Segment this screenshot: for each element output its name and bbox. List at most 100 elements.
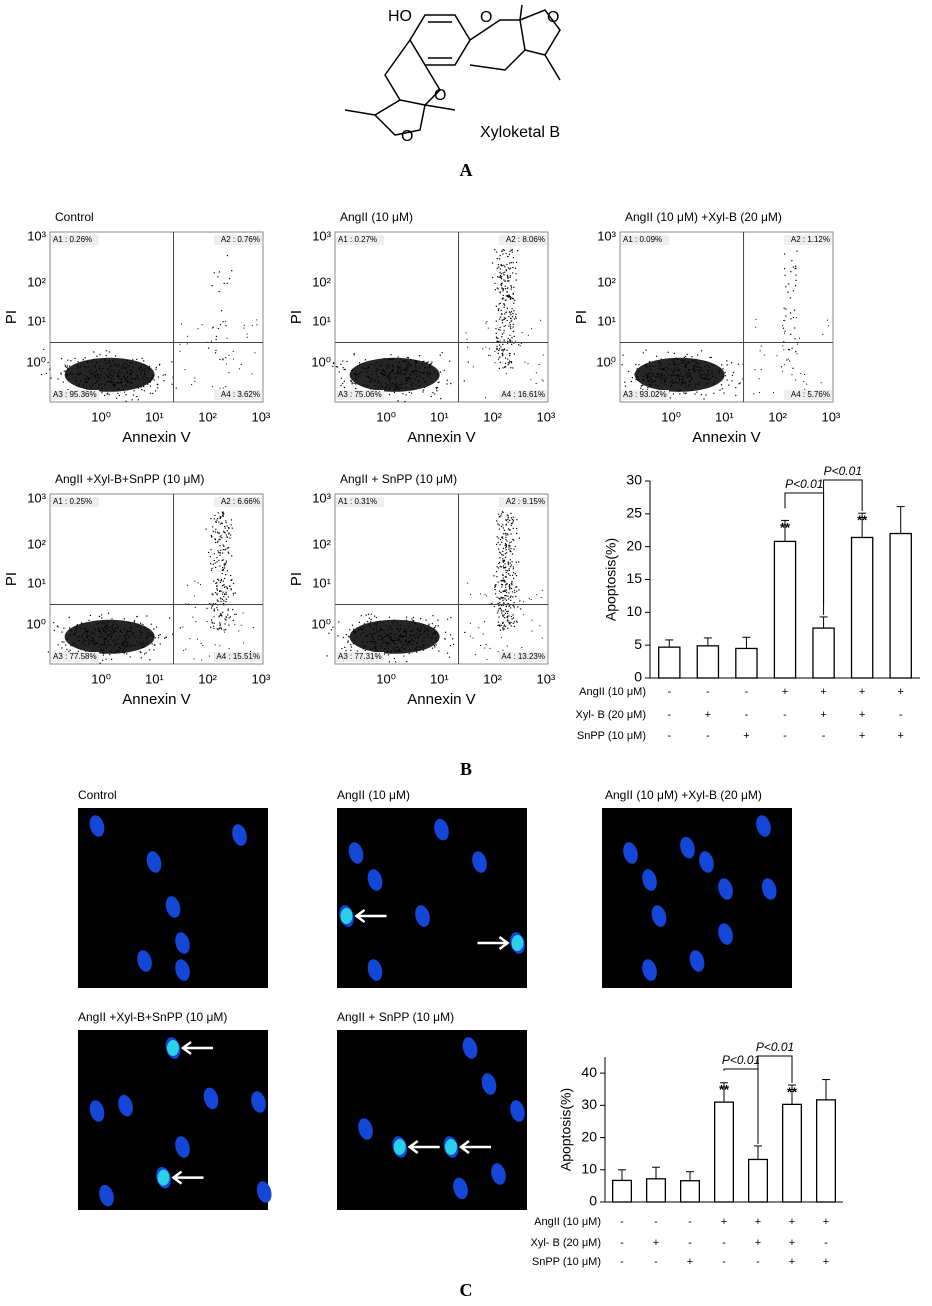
event-dot bbox=[501, 597, 503, 599]
methyl bbox=[424, 104, 456, 111]
quadrant-label: A2 : 9.15% bbox=[506, 497, 545, 506]
event-dot bbox=[368, 617, 370, 619]
event-dot bbox=[795, 379, 797, 381]
event-dot bbox=[353, 382, 355, 384]
event-dot bbox=[124, 379, 126, 382]
event-dot bbox=[372, 632, 375, 634]
event-dot bbox=[91, 360, 93, 362]
event-dot bbox=[155, 626, 158, 628]
condition-sign: + bbox=[743, 730, 749, 742]
event-dot bbox=[382, 636, 384, 639]
event-dot bbox=[93, 358, 95, 361]
event-dot bbox=[375, 648, 377, 650]
event-dot bbox=[702, 373, 705, 376]
event-dot bbox=[505, 595, 507, 597]
bar bbox=[773, 540, 797, 679]
event-dot bbox=[399, 367, 401, 369]
condition-sign: - bbox=[667, 730, 671, 742]
event-dot bbox=[510, 582, 512, 584]
event-dot bbox=[228, 617, 230, 619]
event-dot bbox=[511, 518, 513, 521]
event-dot bbox=[388, 378, 390, 380]
event-dot bbox=[499, 258, 501, 260]
event-dot bbox=[222, 359, 224, 361]
event-dot bbox=[370, 648, 372, 650]
significance: ** bbox=[787, 1084, 798, 1099]
event-dot bbox=[111, 658, 113, 661]
event-dot bbox=[416, 636, 419, 638]
event-dot bbox=[230, 579, 232, 582]
event-dot bbox=[217, 609, 219, 611]
event-dot bbox=[218, 616, 220, 618]
quadrant-box bbox=[784, 390, 832, 400]
event-dot bbox=[504, 266, 506, 268]
event-dot bbox=[665, 383, 667, 385]
event-dot bbox=[512, 293, 514, 295]
event-dot bbox=[782, 345, 784, 347]
event-dot bbox=[416, 376, 418, 378]
event-dot bbox=[502, 350, 504, 352]
event-dot bbox=[506, 274, 509, 276]
event-dot bbox=[114, 643, 116, 645]
event-dot bbox=[502, 348, 504, 351]
nucleus bbox=[348, 842, 364, 864]
event-dot bbox=[386, 633, 389, 635]
condition-name: AngII (10 μM) bbox=[534, 1216, 601, 1228]
event-dot bbox=[105, 362, 107, 364]
event-dot bbox=[792, 316, 795, 319]
event-dot bbox=[117, 388, 119, 391]
event-dot bbox=[677, 363, 680, 365]
y-tick-label: 10⁰ bbox=[26, 616, 46, 631]
event-dot bbox=[715, 376, 717, 379]
event-dot bbox=[510, 625, 512, 627]
event-dot bbox=[131, 382, 133, 384]
event-dot bbox=[126, 653, 128, 655]
event-dot bbox=[110, 633, 112, 635]
event-dot bbox=[480, 593, 482, 595]
event-dot bbox=[504, 576, 506, 578]
event-dot bbox=[124, 638, 127, 640]
event-dot bbox=[439, 354, 441, 356]
event-dot bbox=[621, 364, 623, 366]
event-dot bbox=[427, 634, 429, 636]
condition-sign: + bbox=[653, 1237, 659, 1249]
event-dot bbox=[710, 356, 712, 359]
event-dot bbox=[415, 369, 417, 371]
event-dot bbox=[419, 617, 422, 620]
x-tick-label: 10⁰ bbox=[91, 671, 111, 686]
event-dot bbox=[505, 538, 507, 541]
event-dot bbox=[400, 387, 402, 389]
event-dot bbox=[129, 630, 131, 632]
event-dot bbox=[224, 593, 226, 596]
nucleus bbox=[415, 905, 430, 927]
event-dot bbox=[501, 541, 503, 543]
event-dot bbox=[511, 580, 513, 582]
event-dot bbox=[66, 366, 68, 369]
event-dot bbox=[388, 365, 390, 368]
event-dot bbox=[366, 635, 368, 637]
event-dot bbox=[377, 382, 379, 384]
y-tick-label: 10⁰ bbox=[311, 354, 331, 369]
event-dot bbox=[208, 655, 210, 657]
event-dot bbox=[107, 376, 109, 378]
event-dot bbox=[499, 544, 501, 546]
event-dot bbox=[429, 372, 431, 374]
event-dot bbox=[395, 643, 397, 645]
event-dot bbox=[502, 565, 505, 567]
event-dot bbox=[469, 622, 471, 624]
quadrant-box bbox=[214, 497, 262, 507]
plot-frame bbox=[334, 493, 549, 665]
event-dot bbox=[493, 575, 495, 577]
event-dot bbox=[411, 618, 413, 620]
event-dot bbox=[224, 577, 226, 580]
event-dot bbox=[141, 631, 143, 633]
event-dot bbox=[683, 356, 685, 358]
event-dot bbox=[404, 641, 406, 643]
event-dot bbox=[146, 615, 148, 617]
event-dot bbox=[214, 531, 217, 533]
event-dot bbox=[503, 560, 506, 562]
event-dot bbox=[105, 638, 108, 640]
event-dot bbox=[783, 364, 785, 366]
event-dot bbox=[437, 374, 439, 376]
event-dot bbox=[105, 350, 107, 352]
